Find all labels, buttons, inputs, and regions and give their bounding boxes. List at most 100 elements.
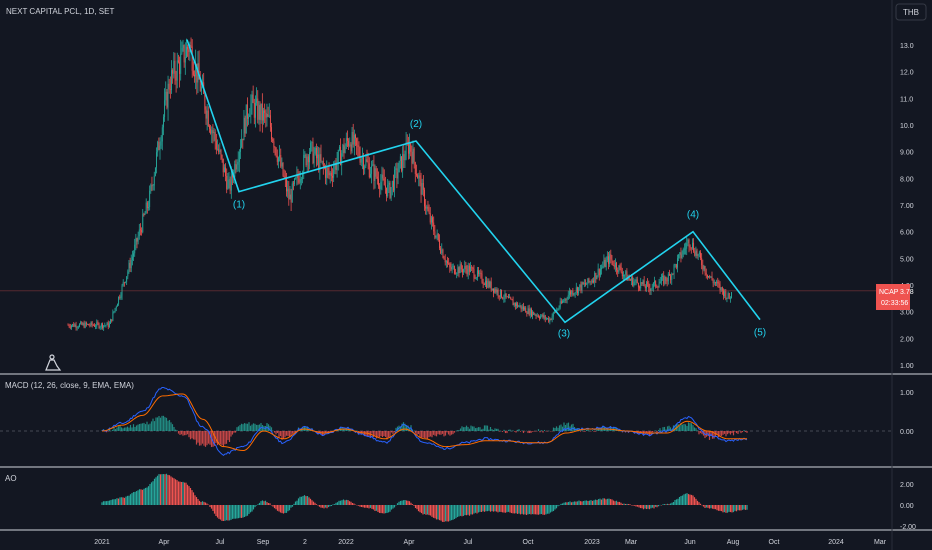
macd-histogram-bar — [167, 420, 169, 431]
candle-body — [621, 272, 623, 277]
candle-body — [102, 323, 103, 328]
candle-body — [320, 154, 322, 161]
candle-body — [541, 314, 543, 317]
candle-body — [183, 45, 185, 63]
candle-body — [637, 283, 639, 288]
candle-body — [315, 148, 317, 159]
candle-body — [417, 175, 419, 179]
ao-bar — [668, 504, 670, 505]
macd-histogram-bar — [206, 431, 208, 446]
ao-bar — [734, 505, 736, 511]
candle-body — [706, 274, 708, 278]
candle-body — [591, 280, 593, 283]
macd-histogram-bar — [419, 431, 421, 438]
macd-histogram-bar — [554, 428, 556, 431]
ao-bar — [264, 500, 267, 505]
candle-body — [483, 283, 485, 285]
candle-body — [688, 239, 690, 247]
macd-pane[interactable] — [0, 386, 892, 456]
wave-line[interactable] — [186, 39, 761, 324]
candle-body — [81, 322, 83, 325]
candle-body — [486, 280, 488, 288]
currency-badge[interactable]: THB — [895, 3, 927, 21]
candle-body — [512, 300, 514, 306]
macd-histogram-bar — [471, 426, 474, 431]
ao-bar — [548, 505, 550, 514]
ao-bar — [324, 505, 327, 508]
candle-body — [543, 315, 545, 318]
ao-bar — [372, 505, 375, 510]
macd-histogram-bar — [366, 431, 369, 437]
candle-body — [531, 308, 532, 317]
ao-bar — [702, 505, 705, 507]
candle-body — [460, 264, 462, 270]
macd-histogram-bar — [513, 431, 516, 432]
candle-body — [90, 322, 92, 326]
candle-body — [644, 286, 646, 289]
candle-body — [164, 100, 166, 118]
candle-body — [624, 274, 626, 276]
ao-bar — [656, 505, 658, 508]
ao-bar — [218, 505, 220, 519]
candle-body — [151, 185, 153, 186]
macd-histogram-bar — [494, 428, 496, 431]
macd-histogram-bar — [587, 429, 589, 431]
macd-histogram-bar — [188, 431, 190, 438]
candle-body — [510, 297, 512, 300]
ao-bar — [522, 505, 525, 515]
candle-body — [686, 243, 688, 249]
ao-bar — [612, 500, 615, 505]
macd-histogram-bar — [224, 431, 226, 445]
ao-bar — [363, 505, 366, 508]
ao-bar — [527, 505, 529, 515]
ao-bar — [173, 478, 175, 505]
macd-histogram-bar — [239, 425, 241, 431]
candle-body — [166, 91, 168, 108]
price-pane[interactable] — [0, 37, 892, 331]
candle-body — [455, 273, 456, 275]
ao-bar — [120, 497, 123, 505]
ao-bar — [638, 505, 640, 508]
candle-body — [200, 86, 202, 91]
candle-body — [536, 315, 538, 316]
candle-body — [352, 131, 354, 145]
macd-histogram-bar — [458, 430, 460, 431]
ao-bar — [699, 503, 702, 505]
ao-title: AO — [5, 474, 17, 483]
elliott-wave-drawing[interactable]: (1) (2) (3) (4) (5) — [186, 39, 766, 340]
macd-histogram-bar — [476, 427, 478, 431]
candle-body — [199, 79, 201, 91]
ao-bar — [677, 498, 679, 505]
ao-bar — [188, 486, 190, 505]
macd-histogram-bar — [522, 431, 525, 434]
candle-body — [566, 299, 568, 300]
ao-bar — [708, 505, 711, 509]
candle-body — [612, 260, 614, 266]
ao-bar — [105, 501, 108, 505]
candle-body — [581, 282, 583, 291]
ao-bar — [605, 499, 607, 505]
ao-bar — [743, 505, 745, 510]
ao-bar — [533, 505, 535, 515]
macd-histogram-bar — [317, 431, 319, 435]
ao-bar — [626, 503, 628, 505]
ao-bar — [545, 505, 547, 515]
ao-bar — [689, 494, 691, 505]
candle-body — [96, 322, 98, 327]
candle-body — [249, 114, 251, 117]
macd-histogram-bar — [195, 431, 198, 445]
ao-bar — [267, 503, 270, 505]
ao-bar — [683, 494, 685, 505]
candle-body — [725, 291, 727, 299]
candle-body — [443, 257, 445, 260]
candle-body — [427, 206, 429, 211]
candle-body — [169, 89, 171, 90]
ao-pane[interactable] — [101, 473, 748, 523]
candle-body — [727, 293, 729, 298]
ao-bar — [534, 505, 537, 515]
macd-histogram-bar — [569, 426, 571, 431]
ao-bar — [170, 476, 172, 505]
candle-body — [464, 265, 466, 270]
candle-body — [311, 142, 313, 143]
